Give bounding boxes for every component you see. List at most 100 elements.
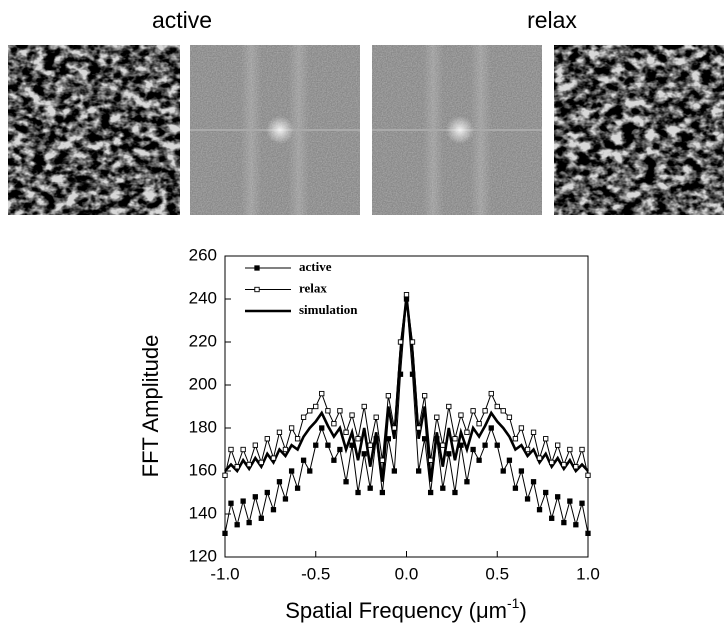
x-tick-label: 0.5 [485, 564, 509, 583]
marker [282, 496, 289, 502]
marker [252, 494, 258, 500]
marker [524, 446, 531, 453]
marker [276, 429, 283, 435]
marker [403, 292, 410, 298]
marker [355, 436, 361, 442]
marker [264, 489, 270, 496]
marker [288, 425, 295, 431]
panel-label: active [152, 7, 212, 33]
marker [470, 446, 476, 453]
marker [240, 498, 246, 504]
marker [543, 489, 549, 496]
panel-label: relax [527, 7, 577, 33]
marker [458, 412, 464, 418]
marker [567, 498, 573, 504]
marker [573, 464, 579, 470]
series-line [224, 298, 589, 534]
marker [530, 429, 537, 435]
marker [246, 519, 252, 526]
marker [500, 408, 506, 414]
x-axis-label-part: Spatial Frequency (μm [285, 598, 507, 623]
marker [300, 414, 307, 420]
marker [307, 468, 313, 474]
marker [391, 468, 397, 474]
marker [397, 371, 404, 377]
marker [573, 522, 579, 528]
fft-image [372, 45, 542, 215]
marker [325, 442, 331, 448]
marker [440, 442, 446, 448]
marker [240, 446, 246, 453]
marker [500, 468, 506, 474]
y-axis-label: FFT Amplitude [138, 335, 163, 478]
marker [391, 425, 397, 431]
micrograph [8, 45, 180, 215]
marker [470, 408, 476, 414]
y-tick-label: 180 [189, 417, 217, 436]
marker [488, 425, 494, 431]
marker [288, 468, 295, 474]
marker [385, 436, 391, 442]
marker [361, 403, 367, 410]
marker [337, 408, 343, 414]
marker [397, 339, 404, 345]
marker [482, 408, 488, 414]
marker [555, 442, 561, 448]
x-tick-label: -0.5 [301, 564, 330, 583]
marker [416, 468, 422, 474]
marker [409, 339, 416, 345]
marker [343, 429, 349, 435]
marker [403, 296, 410, 302]
marker [294, 485, 301, 491]
marker [585, 530, 591, 537]
marker [319, 425, 325, 431]
marker [512, 485, 519, 491]
marker [294, 436, 301, 442]
marker [313, 442, 319, 448]
marker [246, 461, 252, 468]
marker [222, 530, 228, 537]
marker [422, 393, 428, 399]
legend-marker [254, 286, 260, 293]
marker [427, 457, 434, 463]
marker [355, 489, 361, 496]
marker [343, 479, 349, 485]
marker [331, 421, 337, 427]
marker [228, 500, 234, 506]
marker [313, 403, 319, 410]
marker [579, 446, 585, 453]
marker [524, 496, 531, 502]
marker [270, 507, 277, 513]
marker [234, 464, 240, 470]
marker [300, 457, 307, 463]
marker [325, 408, 331, 414]
y-tick-label: 160 [189, 460, 217, 479]
marker [367, 485, 373, 491]
marker [536, 507, 543, 513]
marker [494, 403, 500, 410]
legend-marker [254, 265, 260, 271]
legend-label: simulation [299, 302, 358, 317]
marker [434, 414, 440, 420]
marker [440, 485, 446, 491]
marker [518, 425, 525, 431]
y-tick-label: 200 [189, 374, 217, 393]
marker [422, 436, 428, 442]
marker [349, 442, 355, 448]
marker [464, 479, 470, 485]
marker [482, 442, 488, 448]
marker [416, 425, 422, 431]
marker [549, 515, 555, 521]
marker [506, 414, 513, 420]
x-tick-label: -1.0 [210, 564, 239, 583]
marker [319, 390, 325, 397]
marker [464, 429, 470, 435]
marker [379, 457, 386, 463]
marker [452, 436, 458, 442]
marker [349, 412, 355, 418]
y-tick-label: 260 [189, 245, 217, 264]
micrograph [554, 45, 724, 215]
marker [494, 442, 500, 448]
marker [446, 403, 452, 410]
